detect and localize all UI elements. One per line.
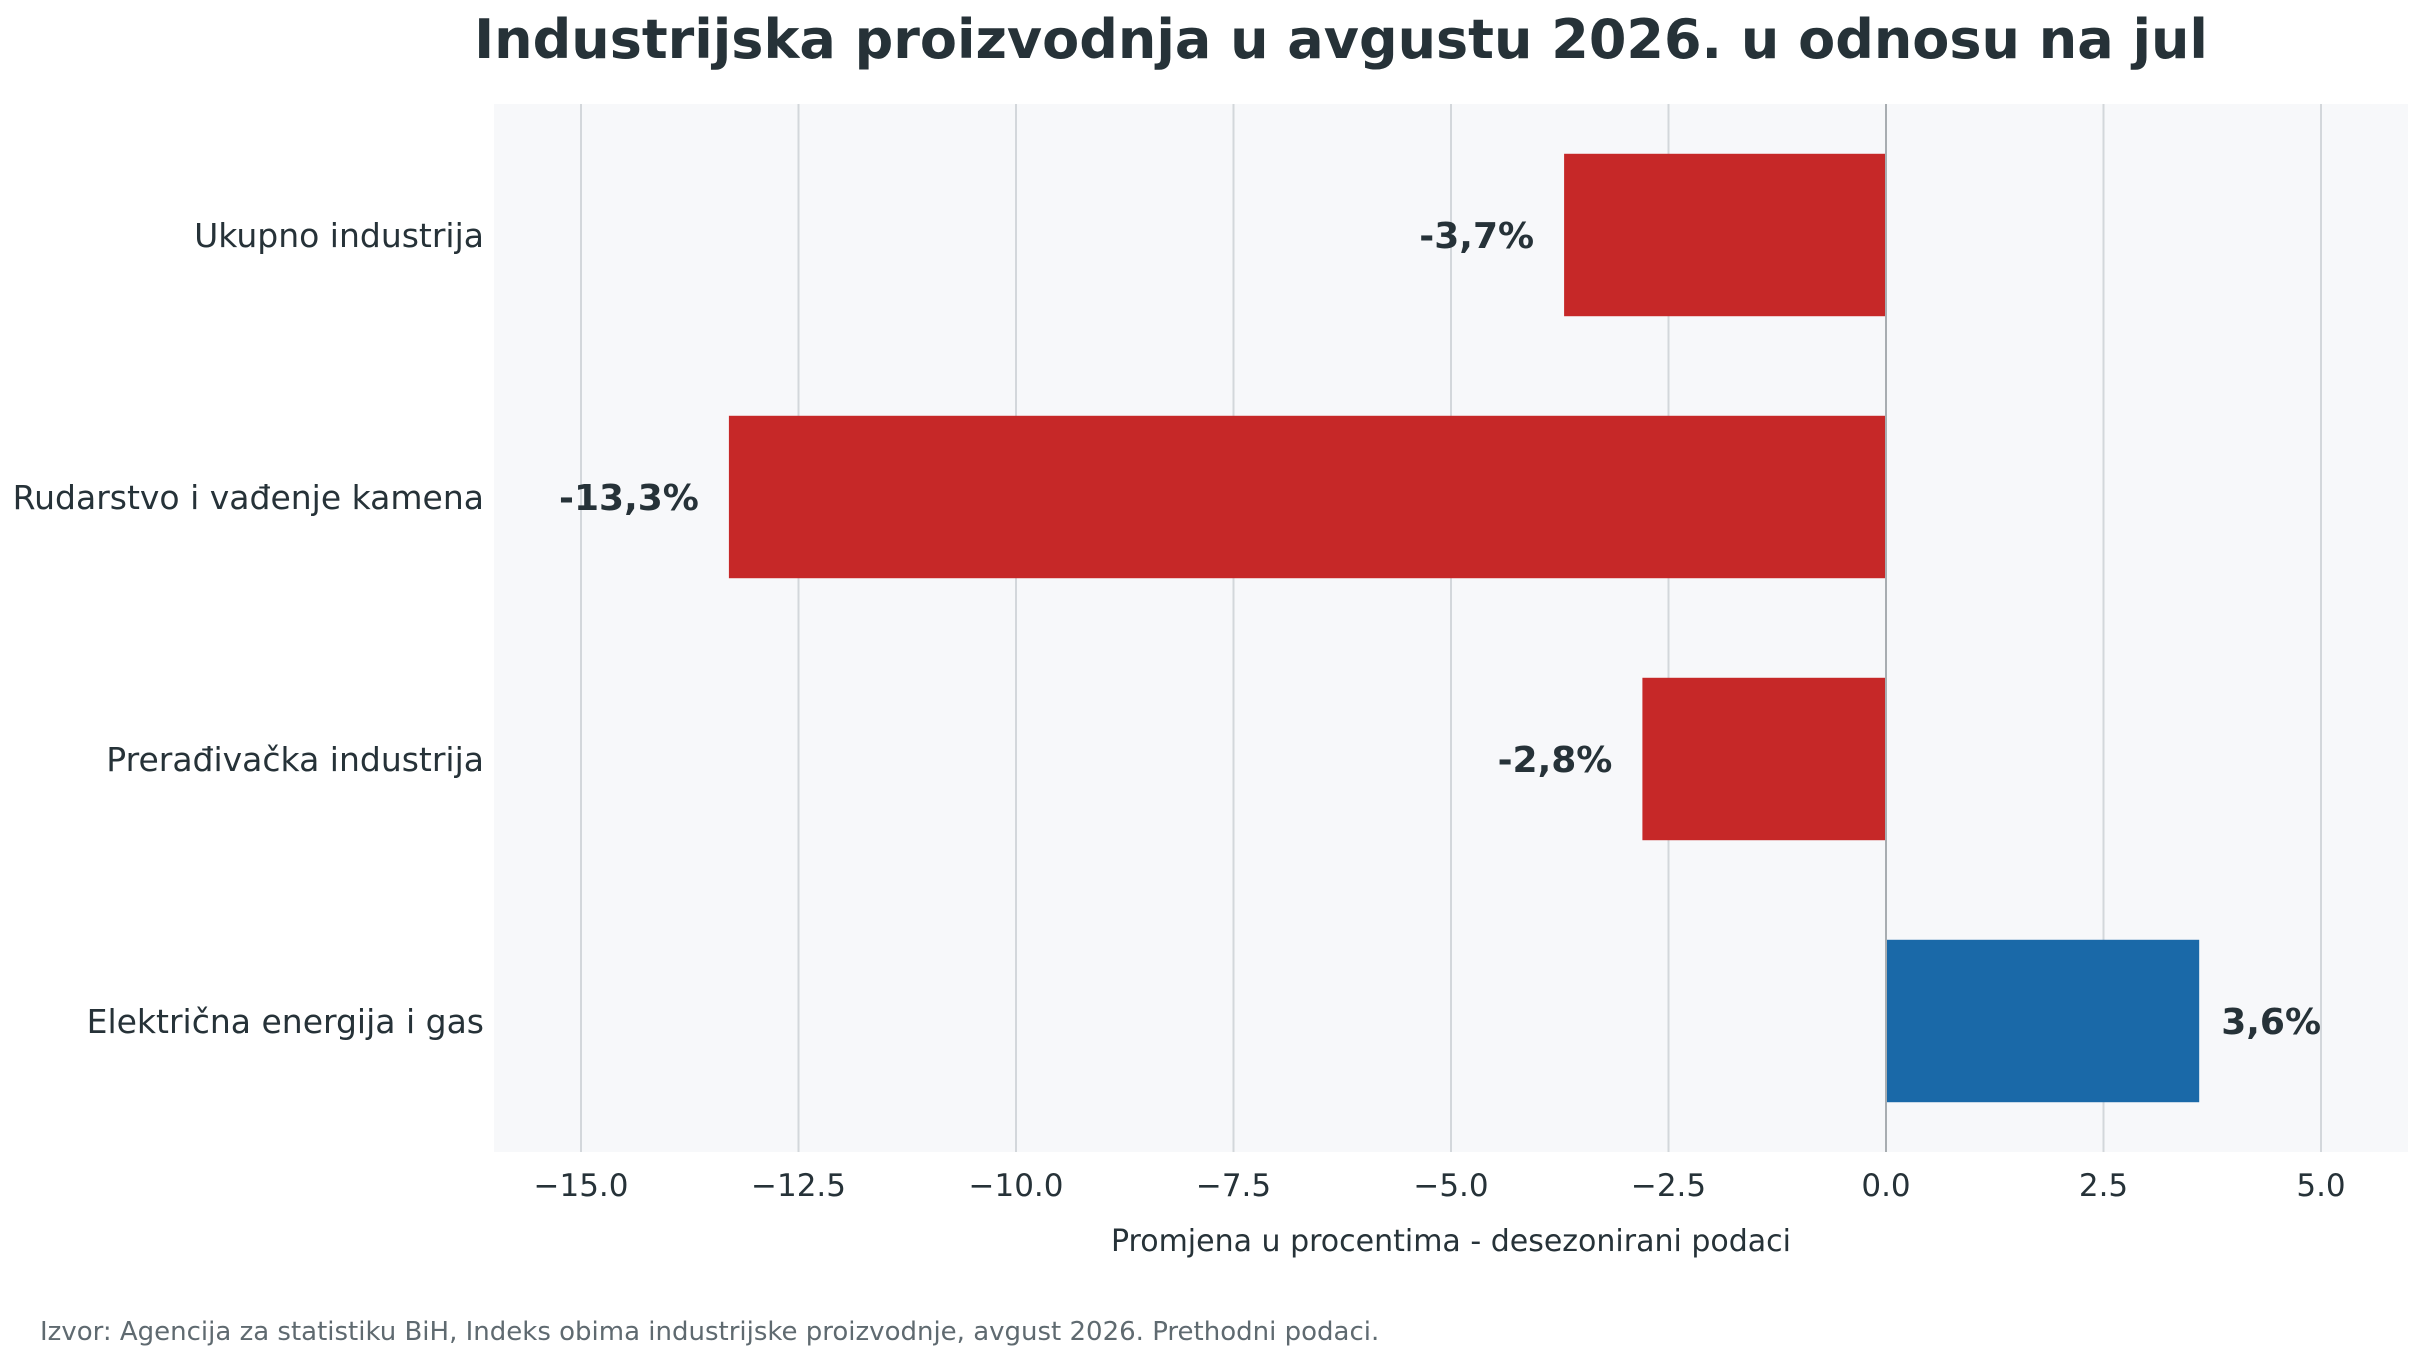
x-tick-label: −15.0: [534, 1168, 629, 1204]
bar-value-label: -13,3%: [559, 478, 699, 519]
x-tick-label: 5.0: [2296, 1168, 2345, 1204]
bar: [1564, 153, 1886, 317]
x-tick-label: −2.5: [1631, 1168, 1706, 1204]
category-label: Prerađivačka industrija: [106, 740, 484, 779]
x-tick-label: −10.0: [969, 1168, 1064, 1204]
bars: [728, 153, 2200, 1103]
bar: [728, 415, 1886, 579]
x-tick-label: −12.5: [751, 1168, 846, 1204]
category-label: Električna energija i gas: [87, 1002, 484, 1041]
chart-title: Industrijska proizvodnja u avgustu 2026.…: [474, 8, 2208, 71]
source-note: Izvor: Agencija za statistiku BiH, Indek…: [40, 1317, 1379, 1347]
x-tick-label: 2.5: [2079, 1168, 2128, 1204]
bar-value-label: 3,6%: [2221, 1002, 2321, 1043]
category-labels: Ukupno industrija Rudarstvo i vađenje kam…: [13, 216, 484, 1041]
x-tick-label: −7.5: [1196, 1168, 1271, 1204]
x-tick-label: 0.0: [1861, 1168, 1910, 1204]
data-labels: -3,7% -13,3% -2,8% 3,6%: [559, 216, 2321, 1043]
x-axis-ticks: −15.0 −12.5 −10.0 −7.5 −5.0 −2.5 0.0 2.5 5.0: [534, 1168, 2346, 1204]
category-label: Rudarstvo i vađenje kamena: [13, 478, 484, 517]
bar: [1642, 677, 1886, 841]
bar: [1886, 939, 2200, 1103]
category-label: Ukupno industrija: [194, 216, 484, 255]
x-axis-label: Promjena u procentima - desezonirani pod…: [1111, 1224, 1791, 1259]
bar-value-label: -2,8%: [1498, 740, 1613, 781]
bar-value-label: -3,7%: [1419, 216, 1534, 257]
x-tick-label: −5.0: [1413, 1168, 1488, 1204]
